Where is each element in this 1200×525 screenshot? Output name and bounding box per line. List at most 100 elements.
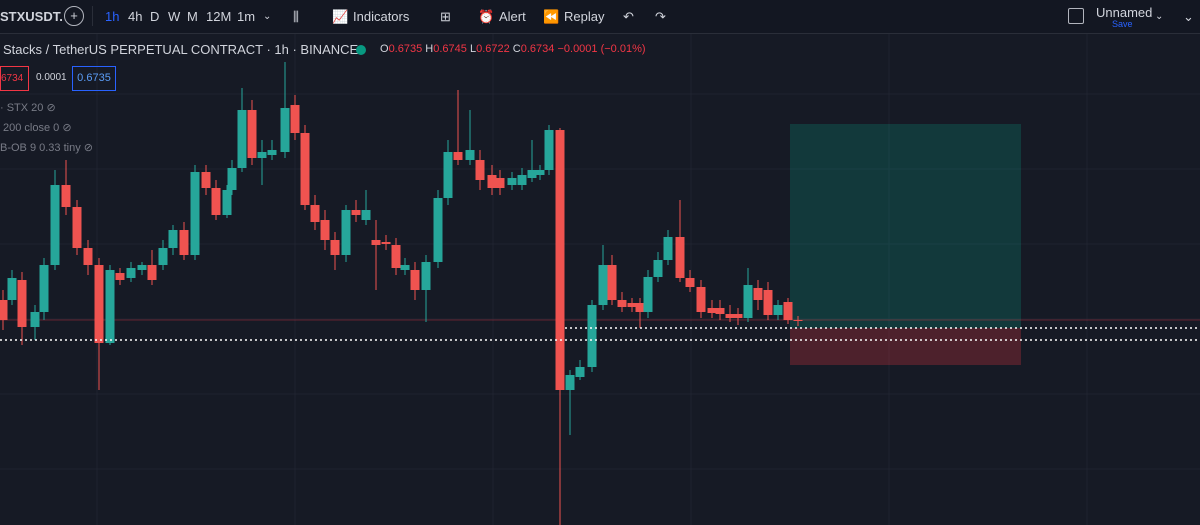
indicators[interactable]: Indicators [353, 9, 410, 24]
value: 0.6735 [388, 43, 423, 55]
candle-body [190, 172, 200, 255]
candle-body [320, 220, 330, 240]
candle-body [410, 270, 420, 290]
candle-body [126, 268, 136, 278]
candle-body [381, 242, 391, 244]
candle-body [237, 110, 247, 168]
candle-body [725, 314, 735, 318]
candle-body [487, 175, 497, 188]
candle-body [158, 248, 168, 265]
ohlc: O0.6735 H0.6745 L0.6722 C0.6734 −0.0001 … [380, 43, 646, 55]
candle-body [330, 240, 340, 255]
candle-body [535, 170, 545, 175]
study: · STX 20 ⊘ [0, 101, 56, 114]
interval[interactable]: 1h [105, 9, 120, 24]
layout-name[interactable]: Unnamed [1096, 5, 1153, 20]
candle-body [544, 130, 554, 170]
interval[interactable]: 1m [237, 9, 256, 24]
candle-body [30, 312, 40, 327]
interval[interactable]: 4h [128, 9, 143, 24]
candle-body [733, 314, 743, 318]
candle-body [715, 308, 725, 314]
replay-icon[interactable]: ⏪ [543, 9, 560, 24]
save[interactable]: Save [1112, 19, 1133, 29]
alert[interactable]: Alert [499, 9, 526, 24]
candle-body [351, 210, 361, 215]
separator [92, 6, 93, 26]
interval[interactable]: 12M [206, 9, 232, 24]
candle-body [685, 278, 695, 287]
candle-body [565, 375, 575, 390]
eye[interactable]: ⊘ [62, 122, 72, 134]
candle-body [391, 245, 401, 268]
change: −0.0001 (−0.01%) [557, 43, 646, 55]
candle-body [310, 205, 320, 222]
candle-body [179, 230, 189, 255]
study-name: · STX 20 [0, 102, 44, 114]
add-symbol[interactable]: + [64, 6, 84, 26]
candle-body [115, 273, 125, 280]
candle-body [433, 198, 443, 262]
ask-box[interactable]: 0.6735 [72, 66, 116, 91]
study-name: B-OB 9 0.33 tiny [0, 142, 81, 154]
candle-body [61, 185, 71, 207]
candle-body [222, 190, 232, 215]
candle-body [753, 288, 763, 300]
candle-body [643, 277, 653, 312]
dropdown[interactable]: ⌄ [263, 11, 272, 22]
chart-type[interactable]: ⫼ [293, 9, 299, 24]
candle-body [371, 240, 381, 245]
candle-body [94, 265, 104, 343]
candle-body [290, 105, 300, 133]
symbol[interactable]: STXUSDT. [0, 9, 63, 24]
candle-body [453, 152, 463, 160]
templates[interactable]: ⊞ [440, 9, 451, 24]
interval[interactable]: D [150, 9, 160, 24]
interval[interactable]: W [168, 9, 181, 24]
candle-body [475, 160, 485, 180]
candle-body [400, 265, 410, 270]
redo[interactable]: ↷ [655, 9, 666, 24]
candle-body [696, 287, 706, 312]
candle-body [341, 210, 351, 255]
candle-body [743, 285, 753, 318]
alert-icon[interactable]: ⏰ [478, 9, 495, 24]
candle-body [783, 302, 793, 320]
candle-body [575, 367, 585, 377]
candle-body [17, 280, 27, 327]
status-dot [356, 45, 366, 55]
more[interactable]: ⌄ [1183, 9, 1194, 24]
replay[interactable]: Replay [564, 9, 605, 24]
candle-body [598, 265, 608, 305]
candle-body [635, 303, 645, 312]
dropdown[interactable]: ⌄ [1155, 11, 1164, 22]
chart-area [0, 34, 1200, 525]
candle-body [50, 185, 60, 265]
candle-body [517, 175, 527, 185]
interval[interactable]: M [187, 9, 198, 24]
layout-icon[interactable] [1068, 8, 1084, 24]
eye[interactable]: ⊘ [83, 142, 93, 154]
label: H [425, 43, 434, 55]
candle-body [137, 265, 147, 270]
candle-body [7, 278, 17, 300]
candle-body [39, 265, 49, 312]
eye[interactable]: ⊘ [46, 102, 56, 114]
candle-body [257, 152, 267, 158]
candle-body [653, 260, 663, 277]
candle-body [495, 178, 505, 188]
candle-body [300, 133, 310, 205]
candle-body [793, 320, 803, 321]
undo[interactable]: ↶ [623, 9, 634, 24]
indicators-icon[interactable]: 📈 [332, 9, 349, 24]
bid-box[interactable]: 6734 [0, 66, 29, 91]
candle-body [507, 178, 517, 185]
candle-body [105, 270, 115, 343]
candle-body [675, 237, 685, 278]
stop-zone [790, 328, 1021, 365]
candle-body [0, 300, 8, 320]
candle-body [627, 303, 637, 307]
study: 200 close 0 ⊘ [3, 121, 72, 134]
candle-body [211, 188, 221, 215]
